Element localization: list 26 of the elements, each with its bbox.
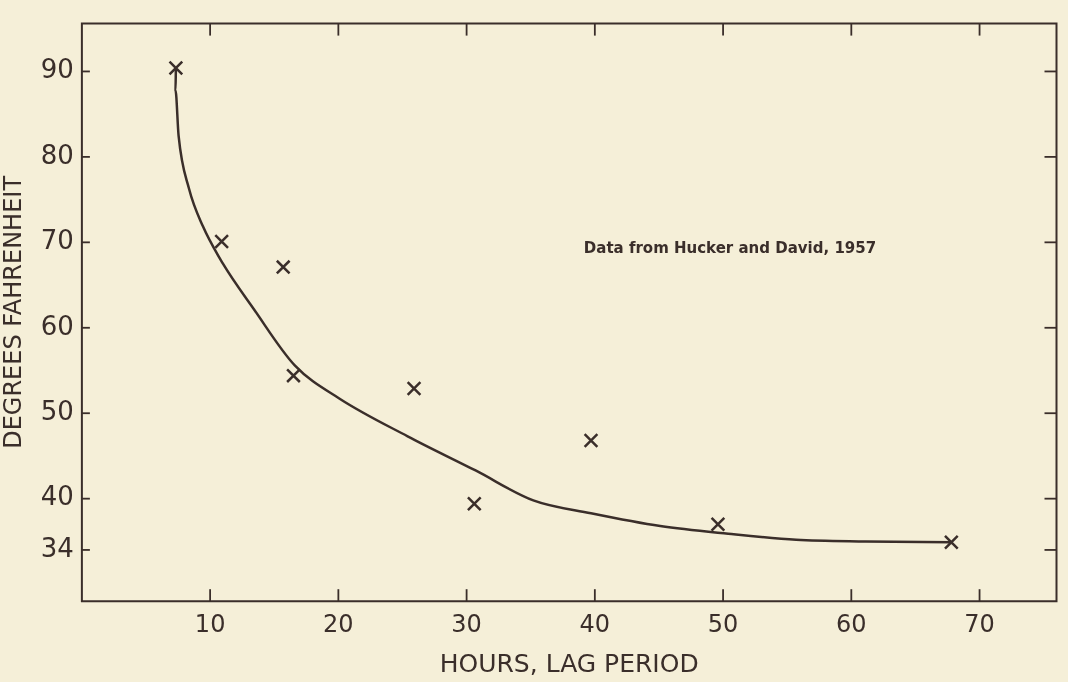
point [168,60,184,76]
x-tick-label: 50 [707,609,739,638]
y-tick-label: 70 [40,225,74,256]
y-axis-title: DEGREES FAHRENHEIT [0,175,27,449]
x-tick-label: 30 [451,609,482,638]
x-axis-title: HOURS, LAG PERIOD [439,648,699,678]
y-tick-label: 34 [40,532,74,563]
y-tick-label: 90 [40,54,74,85]
point [275,259,291,275]
point [943,534,959,550]
y-tick-label: 60 [40,310,74,341]
point [466,496,482,512]
x-tick-label: 20 [323,609,354,638]
point [710,516,726,532]
x-tick-label: 10 [194,609,226,638]
y-tick-label: 40 [40,481,74,512]
annotation: Data from Hucker and David, 1957 [583,238,877,257]
point [406,380,422,397]
point [214,233,230,250]
x-tick-label: 60 [836,609,867,638]
x-tick-label: 40 [579,609,611,638]
point [285,368,302,384]
x-tick-label: 70 [964,609,995,638]
y-tick-label: 50 [40,395,74,426]
point [583,432,599,449]
y-tick-label: 80 [40,139,74,170]
